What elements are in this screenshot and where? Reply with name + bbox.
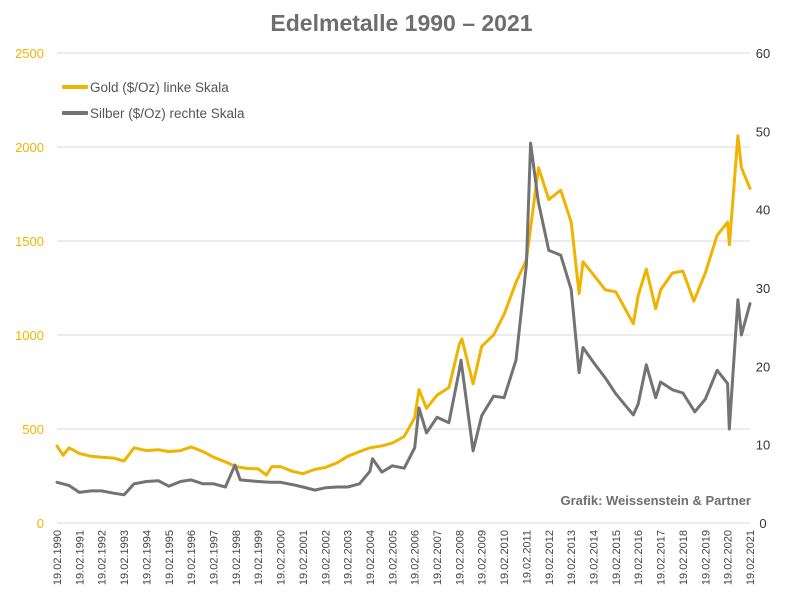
x-tick-label: 19.02.2003	[343, 530, 355, 585]
x-tick-label: 19.02.1990	[52, 530, 64, 585]
y-left-tick-label: 500	[22, 422, 44, 437]
x-tick-label: 19.02.2005	[387, 530, 399, 585]
y-right-tick-label: 50	[756, 124, 770, 139]
legend-swatch-silver	[62, 111, 88, 115]
x-tick-label: 19.02.2014	[589, 530, 601, 585]
x-tick-label: 19.02.2006	[410, 530, 422, 585]
x-tick-label: 19.02.2020	[723, 530, 735, 585]
y-left-tick-label: 0	[37, 516, 44, 531]
x-tick-label: 19.02.1997	[208, 530, 220, 585]
x-tick-label: 19.02.1999	[253, 530, 265, 585]
x-tick-label: 19.02.1991	[74, 530, 86, 585]
x-tick-label: 19.02.2010	[499, 530, 511, 585]
y-right-tick-label: 20	[756, 359, 770, 374]
x-tick-label: 19.02.1994	[141, 530, 153, 585]
x-tick-label: 19.02.1996	[186, 530, 198, 585]
legend-label-silver: Silber ($/Oz) rechte Skala	[90, 105, 245, 121]
x-tick-label: 19.02.1992	[97, 530, 109, 585]
x-tick-label: 19.02.2000	[276, 530, 288, 585]
x-tick-label: 19.02.1998	[231, 530, 243, 585]
x-tick-label: 19.02.1993	[119, 530, 131, 585]
x-tick-label: 19.02.2019	[700, 530, 712, 585]
x-tick-label: 19.02.2007	[432, 530, 444, 585]
legend-item-silver: Silber ($/Oz) rechte Skala	[62, 103, 245, 123]
y-right-tick-label: 30	[756, 281, 770, 296]
y-left-tick-label: 1000	[15, 328, 44, 343]
x-tick-label: 19.02.1995	[164, 530, 176, 585]
x-tick-label: 19.02.2017	[656, 530, 668, 585]
series-line-gold	[55, 134, 752, 477]
x-tick-label: 19.02.2004	[365, 530, 377, 585]
x-tick-label: 19.02.2015	[611, 530, 623, 585]
x-tick-label: 19.02.2001	[298, 530, 310, 585]
y-right-tick-label: 10	[756, 438, 770, 453]
y-right-tick-label: 40	[756, 203, 770, 218]
x-tick-label: 19.02.2013	[566, 530, 578, 585]
x-tick-label: 19.02.2008	[454, 530, 466, 585]
y-right-tick-label: 0	[759, 516, 766, 531]
chart-credit: Grafik: Weissenstein & Partner	[560, 493, 752, 508]
x-tick-label: 19.02.2012	[544, 530, 556, 585]
legend-swatch-gold	[62, 85, 88, 89]
y-left-tick-label: 2000	[15, 140, 44, 155]
legend-label-gold: Gold ($/Oz) linke Skala	[90, 79, 229, 95]
series-line-silver	[55, 141, 752, 497]
legend: Gold ($/Oz) linke Skala Silber ($/Oz) re…	[62, 77, 245, 129]
chart-title: Edelmetalle 1990 – 2021	[270, 10, 533, 36]
x-tick-label: 19.02.2018	[678, 530, 690, 585]
x-tick-label: 19.02.2016	[633, 530, 645, 585]
x-tick-label: 19.02.2002	[320, 530, 332, 585]
legend-item-gold: Gold ($/Oz) linke Skala	[62, 77, 245, 97]
y-left-tick-label: 2500	[15, 46, 44, 61]
x-tick-label: 19.02.2021	[745, 530, 757, 585]
x-tick-label: 19.02.2011	[521, 530, 533, 584]
y-right-tick-label: 60	[756, 46, 770, 61]
x-tick-label: 19.02.2009	[477, 530, 489, 585]
y-left-tick-label: 1500	[15, 234, 44, 249]
